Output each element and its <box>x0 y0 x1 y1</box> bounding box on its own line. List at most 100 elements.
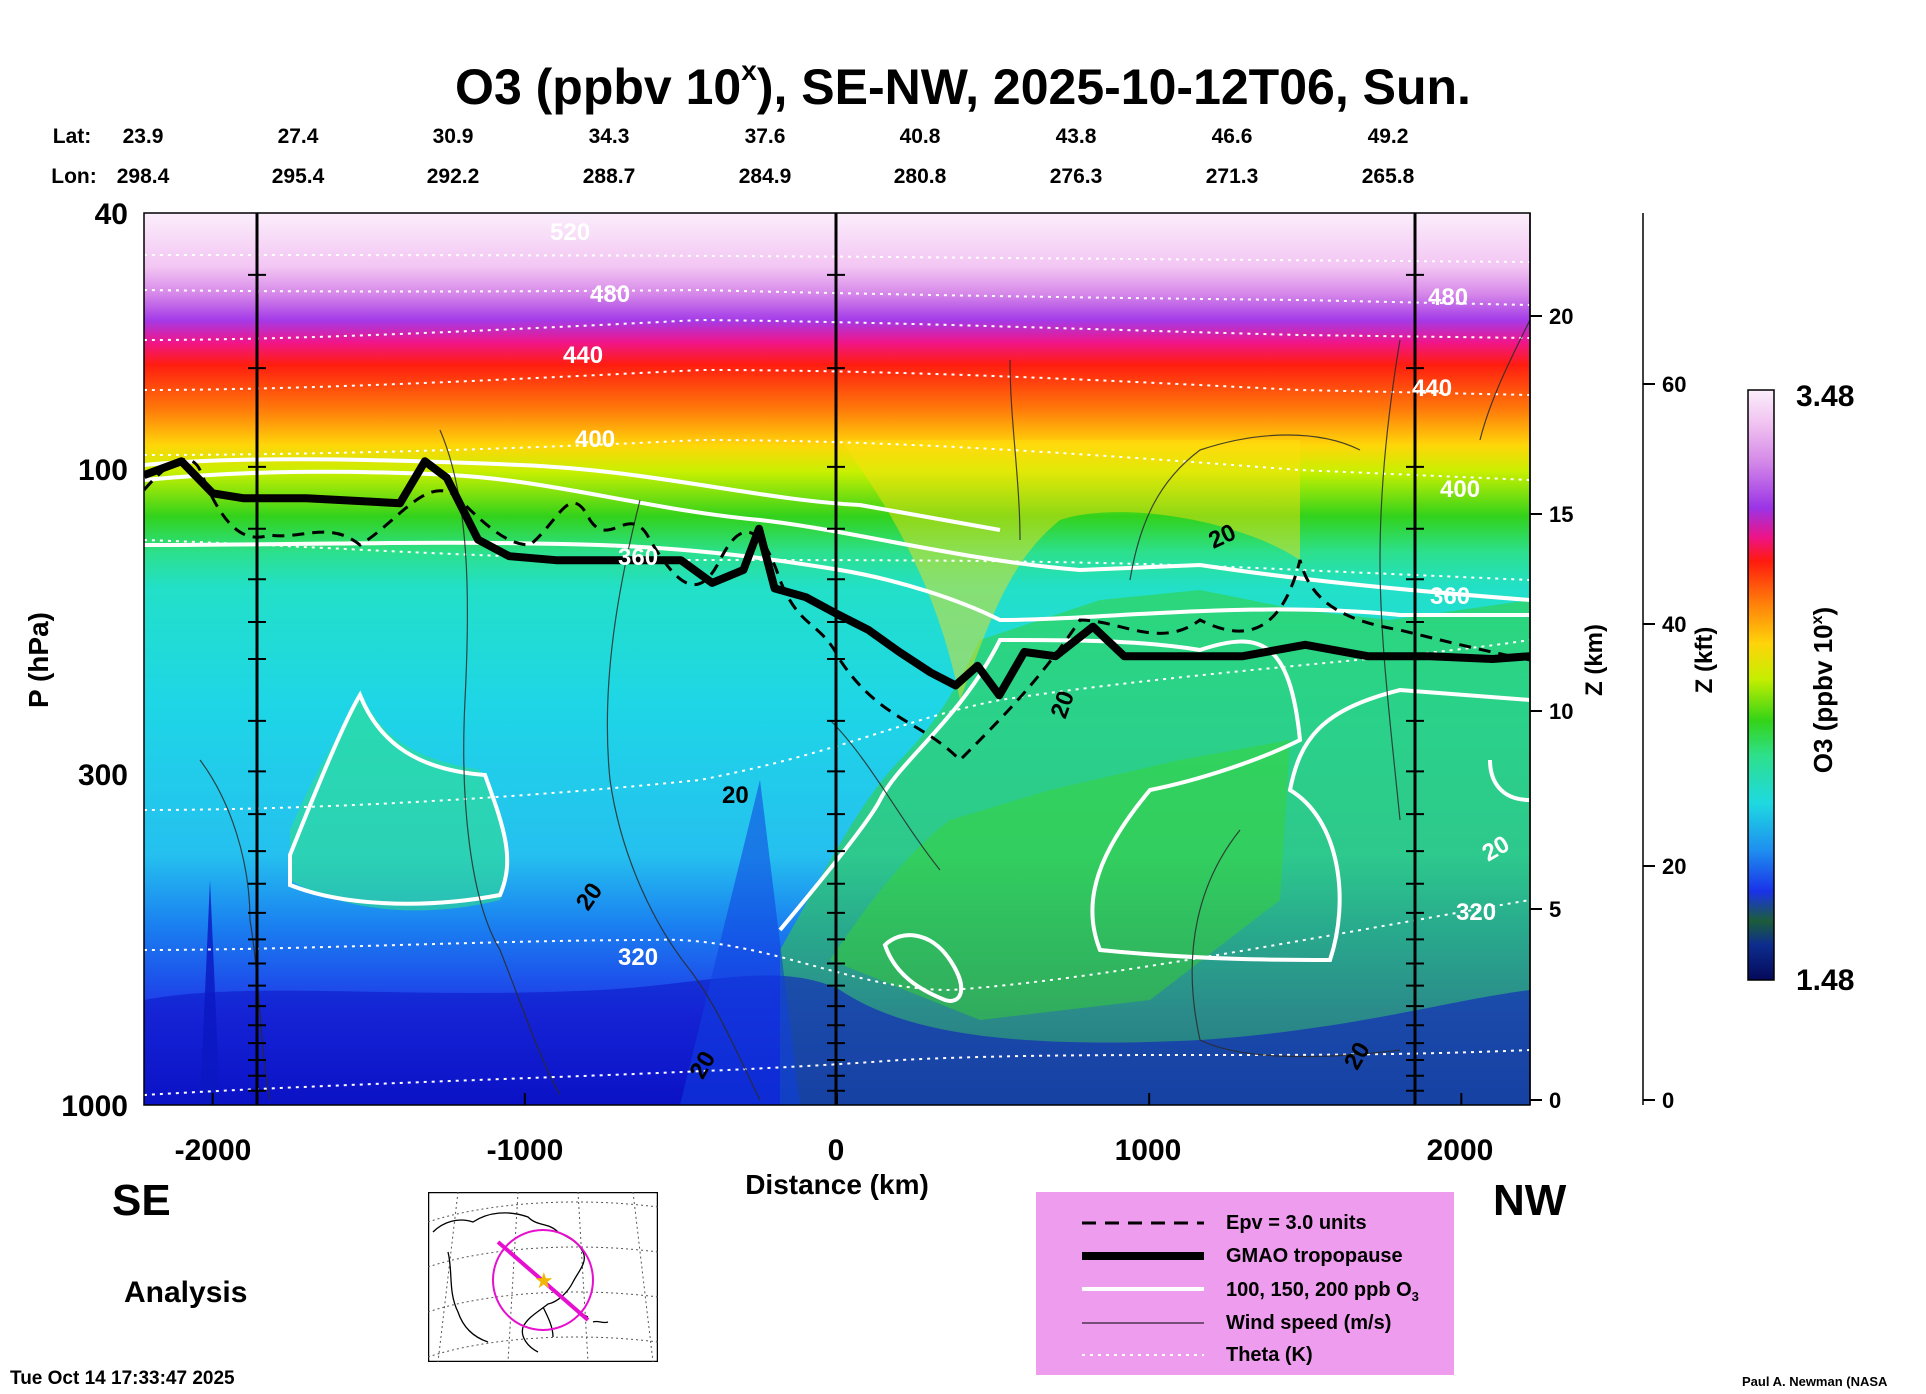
x-tick-label: -1000 <box>487 1134 564 1167</box>
z-km-tick-label: 20 <box>1549 304 1573 329</box>
x-tick-label: 1000 <box>1115 1134 1182 1167</box>
lon-value: 298.4 <box>116 165 170 188</box>
ozone-100ppb-contour <box>288 690 510 906</box>
ozone-200ppb-contour <box>882 933 964 1003</box>
y-tick-label: 1000 <box>61 1090 128 1123</box>
map-section-track <box>496 1240 590 1322</box>
legend-item-theta: Theta (K) <box>1036 1342 1454 1374</box>
theta-contour <box>144 288 1530 306</box>
gmao-tropopause-line <box>144 457 1530 700</box>
wind-speed-contour <box>1479 319 1530 441</box>
lon-value: 284.9 <box>738 165 792 188</box>
theta-label: 360 <box>618 544 658 571</box>
lon-value: 295.4 <box>271 165 325 188</box>
legend-label: Theta (K) <box>1226 1344 1313 1366</box>
map-graticule <box>428 1291 658 1313</box>
lat-label: Lat: <box>52 125 92 148</box>
legend-label: GMAO tropopause <box>1226 1245 1403 1267</box>
z-kft-tick-label: 40 <box>1662 612 1686 637</box>
map-graticule <box>428 1336 658 1358</box>
z-km-tick-label: 15 <box>1549 502 1573 527</box>
ozone-green-patch <box>290 690 509 911</box>
theta-contour <box>144 318 1530 341</box>
x-tick-label: -2000 <box>175 1134 252 1167</box>
timestamp: Tue Oct 14 17:33:47 2025 <box>10 1368 235 1389</box>
colorbar <box>1747 389 1775 981</box>
theta-contour <box>144 438 1530 481</box>
locator-map: ★ <box>428 1192 658 1362</box>
y-tick-label: 100 <box>78 454 128 487</box>
lon-value: 280.8 <box>893 165 947 188</box>
direction-se-label: SE <box>112 1176 171 1225</box>
theta-label: 440 <box>1412 375 1452 402</box>
direction-nw-label: NW <box>1493 1176 1567 1225</box>
lon-label: Lon: <box>51 165 97 188</box>
map-graticule <box>507 1192 519 1362</box>
theta-label: 440 <box>563 342 603 369</box>
z-km-tick-label: 0 <box>1549 1088 1561 1113</box>
ozone-low-plume <box>680 780 800 1105</box>
x-axis-label: Distance (km) <box>745 1169 929 1200</box>
theta-label: 520 <box>550 219 590 246</box>
theta-label: 400 <box>1440 476 1480 503</box>
map-coastline <box>432 1212 609 1353</box>
theta-label: 480 <box>1428 284 1468 311</box>
legend-item-tropopause: GMAO tropopause <box>1036 1243 1454 1275</box>
theta-contour <box>144 254 1530 263</box>
ozone-100ppb-contour <box>778 637 1530 963</box>
map-graticule <box>632 1192 654 1362</box>
y-tick-label: 300 <box>78 759 128 792</box>
ozone-150ppb-contour <box>144 469 1530 602</box>
map-graticule <box>428 1201 658 1223</box>
epv-contour <box>144 458 1530 763</box>
wind-speed-contour <box>829 719 941 871</box>
theta-label: 360 <box>1430 583 1470 610</box>
lat-value: 34.3 <box>588 125 630 148</box>
theta-label: 320 <box>618 944 658 971</box>
lat-value: 27.4 <box>277 125 319 148</box>
theta-label: 480 <box>590 281 630 308</box>
legend-label: Epv = 3.0 units <box>1226 1212 1367 1234</box>
theta-contour <box>144 539 1530 581</box>
legend-item-ozone-contours: 100, 150, 200 ppb O3 <box>1036 1277 1454 1309</box>
ozone-stratospheric-fold <box>840 440 1300 700</box>
wind-label: 20 <box>722 782 749 809</box>
legend-label: 100, 150, 200 ppb O3 <box>1226 1279 1419 1304</box>
tropopause-legend-swatch <box>1082 1252 1204 1260</box>
theta-legend-swatch <box>1082 1354 1204 1356</box>
wind-speed-contour <box>199 759 271 1101</box>
z-kft-tick-label: 20 <box>1662 854 1686 879</box>
x-tick-label: 2000 <box>1427 1134 1494 1167</box>
lat-value: 23.9 <box>122 125 164 148</box>
wind-speed-contour <box>606 499 761 1101</box>
y-axis-label: P (hPa) <box>23 612 54 708</box>
map-graticule <box>428 1246 658 1268</box>
x-tick-label: 0 <box>828 1134 845 1167</box>
legend-label: Wind speed (m/s) <box>1226 1312 1392 1334</box>
colorbar-min-label: 1.48 <box>1796 964 1854 997</box>
lat-row: Lat: 23.9 27.4 30.9 34.3 37.6 40.8 43.8 … <box>0 125 1926 153</box>
ozone-100ppb-contour <box>144 540 1530 623</box>
lat-value: 30.9 <box>432 125 474 148</box>
wind-speed-contour <box>1379 339 1401 821</box>
theta-label: 320 <box>1456 899 1496 926</box>
z-kft-axis-label: Z (kft) <box>1691 627 1718 694</box>
theta-contour <box>144 368 1530 396</box>
ozone-intrusion-region <box>780 590 1530 1105</box>
chart-title: O3 (ppbv 10x), SE-NW, 2025-10-12T06, Sun… <box>455 55 1471 115</box>
wind-speed-contour <box>1129 434 1361 581</box>
z-kft-tick-label: 0 <box>1662 1088 1674 1113</box>
map-graticule <box>437 1192 459 1362</box>
lat-value: 37.6 <box>744 125 786 148</box>
legend: Epv = 3.0 units GMAO tropopause 100, 150… <box>1036 1192 1454 1375</box>
lon-value: 271.3 <box>1205 165 1259 188</box>
z-km-tick-label: 10 <box>1549 699 1573 724</box>
analysis-label: Analysis <box>124 1276 248 1309</box>
y-tick-label: 40 <box>95 198 128 231</box>
lon-value: 292.2 <box>426 165 480 188</box>
lon-value: 288.7 <box>582 165 636 188</box>
lon-value: 276.3 <box>1049 165 1103 188</box>
lon-value: 265.8 <box>1361 165 1415 188</box>
colorbar-max-label: 3.48 <box>1796 380 1854 413</box>
